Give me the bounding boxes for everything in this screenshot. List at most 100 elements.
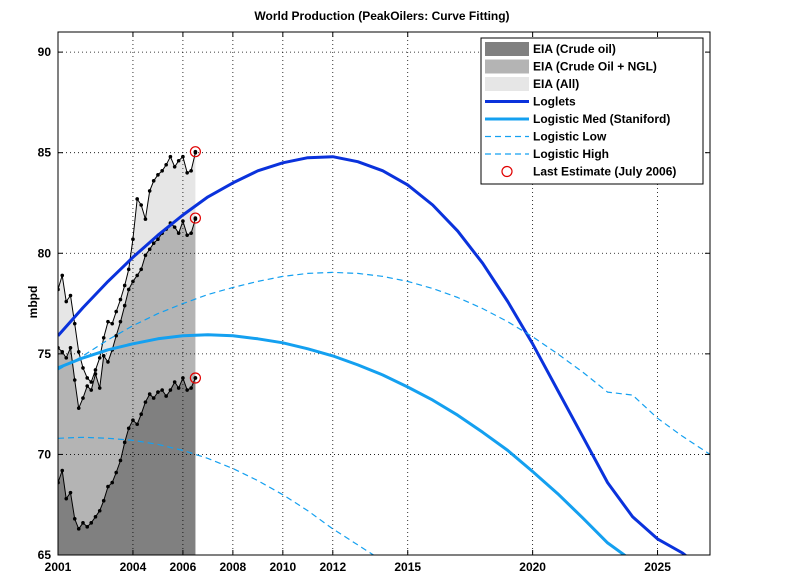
data-point [93, 372, 98, 376]
data-point [172, 225, 177, 229]
data-point [76, 350, 81, 354]
legend-label: Logistic Med (Staniford) [533, 112, 670, 126]
data-point [131, 237, 135, 241]
series-line-0 [58, 155, 688, 555]
legend-swatch [501, 165, 513, 178]
data-point [60, 468, 65, 473]
data-point [126, 426, 131, 431]
data-point [168, 388, 173, 392]
data-point [147, 392, 152, 396]
data-point [68, 293, 73, 298]
y-tick-label: 90 [38, 45, 52, 59]
data-point [189, 231, 193, 235]
data-point [110, 321, 115, 326]
data-point [189, 386, 193, 390]
data-point [68, 490, 73, 495]
data-point [68, 346, 73, 350]
legend-label: Loglets [533, 95, 576, 109]
data-point [64, 299, 69, 304]
data-point [151, 179, 156, 183]
data-point [89, 388, 94, 392]
last-estimate-point [193, 376, 198, 380]
x-tick-label: 2025 [644, 560, 671, 574]
data-point [97, 508, 102, 513]
data-point [131, 418, 135, 423]
data-point [85, 376, 90, 380]
plot-clipped-group [58, 32, 710, 555]
data-point [172, 164, 177, 169]
x-tick-label: 2015 [394, 560, 421, 574]
data-point [60, 273, 65, 278]
x-tick-label: 2012 [319, 560, 346, 574]
legend-swatch [485, 42, 529, 56]
last-estimate-marker [189, 146, 201, 158]
data-point [93, 368, 98, 372]
data-point [126, 267, 131, 272]
y-tick-label: 75 [38, 347, 52, 361]
data-point [118, 319, 123, 324]
x-tick-label: 2004 [120, 560, 147, 574]
data-point [64, 496, 69, 501]
y-tick-label: 70 [38, 447, 52, 461]
legend-label: Logistic High [533, 147, 609, 161]
last-estimate-point [193, 216, 198, 220]
data-point [122, 283, 127, 288]
data-point [114, 333, 119, 338]
data-point [106, 484, 110, 489]
y-axis-label: mbpd [26, 286, 40, 319]
series-line-1 [58, 333, 627, 555]
data-point [135, 422, 139, 427]
axes-frame [57, 31, 711, 556]
data-point [131, 279, 135, 284]
data-point [101, 335, 106, 340]
data-point [189, 168, 193, 173]
data-point [81, 521, 85, 525]
series-line-2 [58, 436, 375, 555]
data-point [97, 386, 102, 390]
data-point [151, 241, 156, 246]
chart-title: World Production (PeakOilers: Curve Fitt… [254, 9, 509, 23]
data-point [139, 412, 143, 416]
data-point [181, 376, 185, 380]
data-point [176, 158, 181, 163]
data-point [81, 366, 85, 370]
legend-label: EIA (All) [533, 77, 579, 91]
data-point [143, 400, 148, 404]
data-point [110, 480, 115, 485]
data-point [64, 356, 69, 360]
data-point [181, 219, 185, 223]
data-point [60, 350, 65, 354]
data-point [172, 380, 177, 384]
data-point [160, 168, 164, 173]
data-point [118, 458, 123, 463]
y-tick-label: 80 [38, 246, 52, 260]
data-point [72, 378, 77, 382]
data-point [185, 171, 189, 175]
data-point [114, 309, 119, 314]
data-point [76, 406, 81, 410]
x-tick-label: 2008 [220, 560, 247, 574]
data-point [122, 440, 127, 445]
data-point [156, 237, 160, 241]
legend-swatch [485, 59, 529, 74]
last-estimate-point [193, 149, 198, 154]
data-point [118, 297, 123, 302]
data-point [106, 360, 110, 364]
data-point [139, 267, 143, 272]
data-point [72, 321, 77, 326]
area-line-2 [58, 376, 196, 530]
legend-swatch [485, 77, 529, 91]
legend-label: EIA (Crude oil) [533, 42, 616, 56]
data-point [106, 319, 110, 324]
data-point [135, 197, 139, 201]
data-point [147, 247, 152, 252]
data-point [156, 173, 160, 177]
data-point [135, 273, 139, 278]
data-point [89, 380, 94, 384]
y-tick-label: 65 [38, 548, 52, 562]
data-point [89, 521, 94, 525]
last-estimate-marker [189, 212, 201, 224]
data-point [126, 287, 131, 292]
